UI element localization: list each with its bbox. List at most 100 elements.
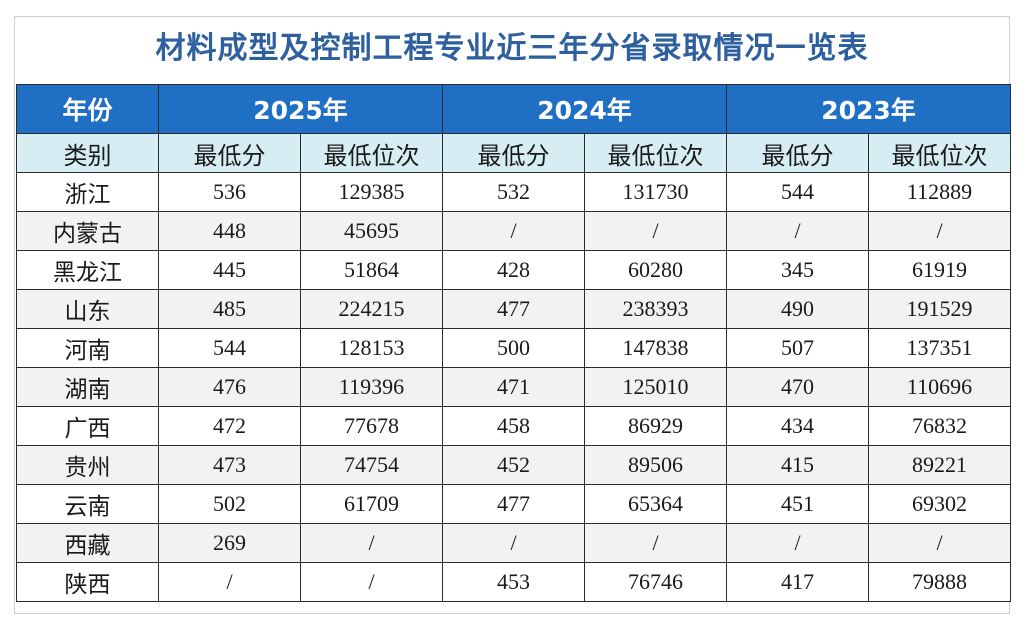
min-score-cell: / <box>158 562 301 602</box>
min-score-cell: 544 <box>158 328 301 368</box>
year-2025-header: 2025年 <box>158 84 443 134</box>
min-score-cell: 490 <box>726 289 869 329</box>
min-score-cell: / <box>442 523 585 563</box>
min-rank-cell: 79888 <box>868 562 1011 602</box>
min-score-cell: 448 <box>158 211 301 251</box>
min-rank-cell: 125010 <box>584 367 727 407</box>
min-rank-cell: / <box>584 211 727 251</box>
min-rank-cell: 128153 <box>300 328 443 368</box>
table-row: 河南 544 128153 500 147838 507 137351 <box>16 328 1011 368</box>
category-label: 类别 <box>16 133 159 173</box>
table-row: 云南 502 61709 477 65364 451 69302 <box>16 484 1011 524</box>
min-score-cell: 473 <box>158 445 301 485</box>
min-score-cell: 453 <box>442 562 585 602</box>
province-cell: 山东 <box>16 289 159 329</box>
min-score-cell: 269 <box>158 523 301 563</box>
province-cell: 贵州 <box>16 445 159 485</box>
admission-table: 年份 2025年 2024年 2023年 类别 最低分 最低位次 最低分 最低位… <box>16 84 1011 602</box>
province-cell: 广西 <box>16 406 159 446</box>
min-rank-cell: 110696 <box>868 367 1011 407</box>
year-2024-header: 2024年 <box>442 84 727 134</box>
min-score-cell: 428 <box>442 250 585 290</box>
min-rank-cell: 76832 <box>868 406 1011 446</box>
min-rank-cell: 61919 <box>868 250 1011 290</box>
min-score-cell: 544 <box>726 172 869 212</box>
page-title: 材料成型及控制工程专业近三年分省录取情况一览表 <box>155 31 869 66</box>
min-rank-cell: / <box>584 523 727 563</box>
min-score-cell: 345 <box>726 250 869 290</box>
min-score-header: 最低分 <box>726 133 869 173</box>
min-score-cell: 476 <box>158 367 301 407</box>
min-rank-cell: 77678 <box>300 406 443 446</box>
min-score-cell: 472 <box>158 406 301 446</box>
min-score-cell: 458 <box>442 406 585 446</box>
min-score-cell: 445 <box>158 250 301 290</box>
min-rank-cell: 224215 <box>300 289 443 329</box>
year-2023-header: 2023年 <box>726 84 1011 134</box>
table-row: 黑龙江 445 51864 428 60280 345 61919 <box>16 250 1011 290</box>
table-row: 内蒙古 448 45695// / / <box>16 211 1011 251</box>
min-score-header: 最低分 <box>442 133 585 173</box>
min-score-cell: 452 <box>442 445 585 485</box>
min-score-cell: 477 <box>442 484 585 524</box>
min-score-header: 最低分 <box>158 133 301 173</box>
min-score-cell: 502 <box>158 484 301 524</box>
min-rank-cell: 119396 <box>300 367 443 407</box>
min-rank-header: 最低位次 <box>868 133 1011 173</box>
table-row: 山东 485 224215 477 238393 490 191529 <box>16 289 1011 329</box>
province-cell: 内蒙古 <box>16 211 159 251</box>
province-cell: 浙江 <box>16 172 159 212</box>
category-header-row: 类别 最低分 最低位次 最低分 最低位次 最低分 最低位次 <box>16 133 1011 173</box>
min-rank-cell: 74754 <box>300 445 443 485</box>
min-rank-cell: 112889 <box>868 172 1011 212</box>
table-row: 浙江 536 129385 532 131730 544 112889 <box>16 172 1011 212</box>
min-rank-cell: 137351 <box>868 328 1011 368</box>
table-row: 贵州 473 74754 452 89506 415 89221 <box>16 445 1011 485</box>
min-rank-cell: 61709 <box>300 484 443 524</box>
min-score-cell: 415 <box>726 445 869 485</box>
min-rank-cell: 147838 <box>584 328 727 368</box>
min-rank-cell: 89506 <box>584 445 727 485</box>
province-cell: 河南 <box>16 328 159 368</box>
province-cell: 湖南 <box>16 367 159 407</box>
min-score-cell: 500 <box>442 328 585 368</box>
min-score-cell: 507 <box>726 328 869 368</box>
min-score-cell: 451 <box>726 484 869 524</box>
min-rank-header: 最低位次 <box>300 133 443 173</box>
min-rank-cell: 89221 <box>868 445 1011 485</box>
min-rank-cell: / <box>300 523 443 563</box>
table-row: 广西 472 77678 458 86929 434 76832 <box>16 406 1011 446</box>
min-rank-cell: / <box>868 211 1011 251</box>
min-score-cell: 434 <box>726 406 869 446</box>
min-score-cell: 477 <box>442 289 585 329</box>
min-rank-cell: 129385 <box>300 172 443 212</box>
table-row: 湖南 476 119396 471 125010 470 110696 <box>16 367 1011 407</box>
min-rank-cell: 76746 <box>584 562 727 602</box>
province-cell: 西藏 <box>16 523 159 563</box>
table-row: 陕西 //453 76746 417 79888 <box>16 562 1011 602</box>
year-header-row: 年份 2025年 2024年 2023年 <box>16 84 1011 134</box>
min-rank-cell: 69302 <box>868 484 1011 524</box>
min-score-cell: 485 <box>158 289 301 329</box>
min-rank-cell: 238393 <box>584 289 727 329</box>
min-score-cell: / <box>442 211 585 251</box>
min-rank-cell: 86929 <box>584 406 727 446</box>
min-score-cell: / <box>726 211 869 251</box>
min-rank-header: 最低位次 <box>584 133 727 173</box>
min-rank-cell: 191529 <box>868 289 1011 329</box>
min-rank-cell: 65364 <box>584 484 727 524</box>
min-score-cell: 536 <box>158 172 301 212</box>
province-cell: 黑龙江 <box>16 250 159 290</box>
min-score-cell: 532 <box>442 172 585 212</box>
table-row: 西藏 269// / / / <box>16 523 1011 563</box>
min-rank-cell: 45695 <box>300 211 443 251</box>
min-score-cell: 417 <box>726 562 869 602</box>
province-cell: 陕西 <box>16 562 159 602</box>
year-label: 年份 <box>16 84 159 134</box>
min-rank-cell: 51864 <box>300 250 443 290</box>
min-score-cell: 470 <box>726 367 869 407</box>
min-score-cell: 471 <box>442 367 585 407</box>
min-score-cell: / <box>726 523 869 563</box>
province-cell: 云南 <box>16 484 159 524</box>
min-rank-cell: 60280 <box>584 250 727 290</box>
